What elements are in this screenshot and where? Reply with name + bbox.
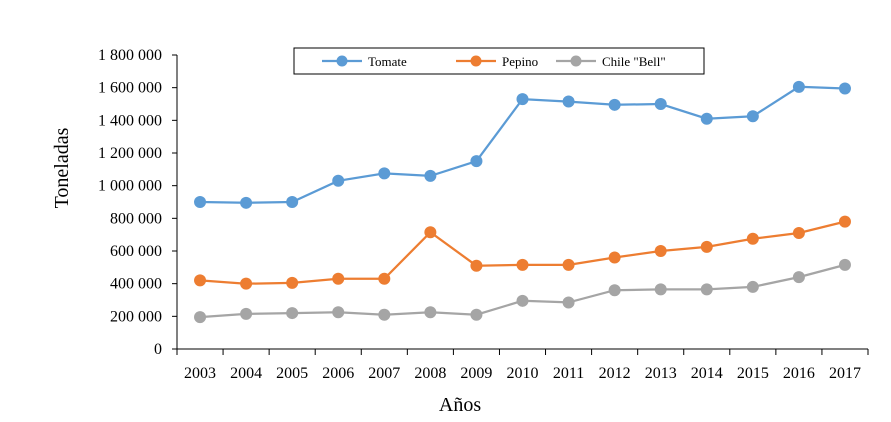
x-tick-label: 2014 [691,365,723,382]
data-point [608,98,621,111]
data-point [240,307,253,320]
data-point [700,240,713,253]
data-point [516,258,529,271]
data-point [378,272,391,285]
series-layer [194,80,851,324]
x-tick-label: 2015 [737,365,769,382]
legend-item: Chile "Bell" [556,54,666,69]
x-tick-label: 2005 [276,365,308,382]
data-point [194,311,207,324]
data-point [332,174,345,187]
x-tick-label: 2010 [507,365,539,382]
data-point [240,277,253,290]
data-point [700,283,713,296]
y-tick-label: 0 [154,341,162,358]
x-tick-label: 2009 [460,365,492,382]
y-tick-label: 1 600 000 [98,80,162,97]
data-point [470,308,483,321]
y-tick-label: 1 200 000 [98,145,162,162]
data-point [194,196,207,208]
x-tick-label: 2007 [368,365,400,382]
legend-label: Chile "Bell" [602,54,666,69]
data-point [838,258,851,271]
legend-label: Tomate [368,54,407,69]
x-tick-label: 2012 [599,365,631,382]
data-point [746,280,759,293]
series-0 [194,80,851,209]
x-tick-label: 2003 [184,365,216,382]
y-tick-label: 1 000 000 [98,178,162,195]
x-axis: 2003 2004 2005 2006 2007 2008 2009 2010 2011 2012… [176,348,869,382]
legend-swatch-marker [570,55,582,67]
data-point [286,276,299,289]
legend-box [293,47,705,75]
data-point [470,259,483,272]
y-tick-label: 1 400 000 [98,112,162,129]
data-point [608,284,621,297]
data-point [562,95,575,108]
series-2 [194,258,851,324]
y-tick-label: 600 000 [110,243,162,260]
data-point [838,215,851,228]
data-point [424,226,437,239]
legend-item: Tomate [322,54,407,69]
data-point [654,98,667,110]
legend-item: Pepino [456,54,538,69]
x-tick-label: 2017 [829,365,861,382]
x-tick-label: 2008 [414,365,446,382]
x-tick-label: 2011 [553,365,584,382]
legend: Tomate Pepino Chile "Bell" [293,47,705,75]
y-axis: 0 200 000 400 000 600 000 800 000 1 000 000 1 … [98,47,178,358]
legend-label: Pepino [502,54,538,69]
x-tick-label: 2016 [783,365,815,382]
data-point [562,296,575,309]
y-axis-title: Toneladas [51,127,73,208]
data-point [608,251,621,264]
y-tick-label: 200 000 [110,308,162,325]
data-point [378,308,391,321]
data-point [286,307,299,320]
data-point [516,294,529,307]
data-point [700,112,713,125]
data-point [562,258,575,271]
data-point [516,93,529,106]
data-point [792,271,805,284]
data-point [792,227,805,240]
data-point [838,82,851,95]
x-tick-label: 2004 [230,365,262,382]
y-tick-label: 800 000 [110,210,162,227]
data-point [194,274,207,287]
x-axis-title: Años [439,394,481,416]
data-point [424,306,437,319]
x-tick-label: 2013 [645,365,677,382]
data-point [746,232,759,245]
data-point [332,272,345,285]
series-line [199,220,846,285]
legend-swatch-marker [470,55,482,67]
data-point [654,245,667,257]
x-tick-label: 2006 [322,365,354,382]
data-point [240,196,253,209]
data-point [332,306,345,319]
data-point [424,169,437,182]
data-point [470,155,483,168]
data-point [378,167,391,180]
data-point [792,80,805,93]
data-point [654,283,667,296]
y-tick-label: 400 000 [110,276,162,293]
y-tick-label: 1 800 000 [98,47,162,64]
series-1 [194,215,851,290]
legend-swatch-marker [336,55,348,67]
data-point [286,196,299,208]
data-point [746,110,759,123]
